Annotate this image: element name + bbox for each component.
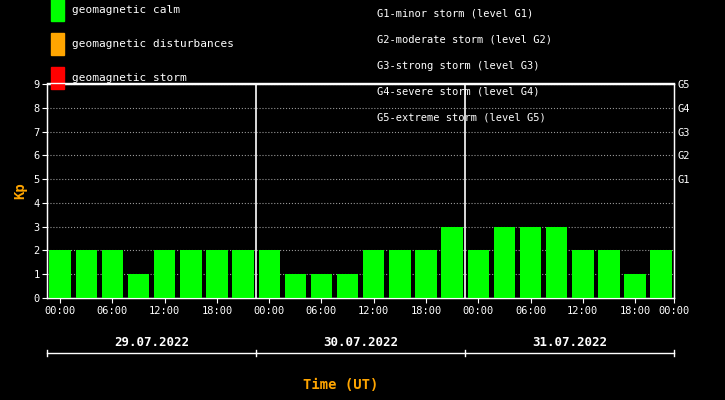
Bar <box>259 250 280 298</box>
Text: G1-minor storm (level G1): G1-minor storm (level G1) <box>377 9 534 19</box>
Bar <box>180 250 202 298</box>
Bar <box>154 250 175 298</box>
Text: 31.07.2022: 31.07.2022 <box>532 336 608 349</box>
Bar <box>389 250 410 298</box>
Text: 30.07.2022: 30.07.2022 <box>323 336 398 349</box>
Text: G2-moderate storm (level G2): G2-moderate storm (level G2) <box>377 35 552 45</box>
Bar <box>233 250 254 298</box>
Bar <box>624 274 646 298</box>
Y-axis label: Kp: Kp <box>14 183 28 199</box>
Bar <box>75 250 97 298</box>
Bar <box>442 227 463 298</box>
Bar <box>285 274 306 298</box>
Bar <box>311 274 332 298</box>
Bar <box>494 227 515 298</box>
Bar <box>520 227 542 298</box>
Text: Time (UT): Time (UT) <box>303 378 378 392</box>
Bar <box>650 250 672 298</box>
Bar <box>546 227 568 298</box>
Text: G3-strong storm (level G3): G3-strong storm (level G3) <box>377 61 539 71</box>
Text: 29.07.2022: 29.07.2022 <box>114 336 189 349</box>
Bar <box>468 250 489 298</box>
Text: G4-severe storm (level G4): G4-severe storm (level G4) <box>377 87 539 97</box>
Bar <box>598 250 620 298</box>
Bar <box>128 274 149 298</box>
Text: geomagnetic storm: geomagnetic storm <box>72 73 187 83</box>
Text: geomagnetic disturbances: geomagnetic disturbances <box>72 39 234 49</box>
Bar <box>337 274 358 298</box>
Text: G5-extreme storm (level G5): G5-extreme storm (level G5) <box>377 113 546 123</box>
Text: geomagnetic calm: geomagnetic calm <box>72 5 181 15</box>
Bar <box>49 250 71 298</box>
Bar <box>572 250 594 298</box>
Bar <box>102 250 123 298</box>
Bar <box>206 250 228 298</box>
Bar <box>415 250 436 298</box>
Bar <box>363 250 384 298</box>
